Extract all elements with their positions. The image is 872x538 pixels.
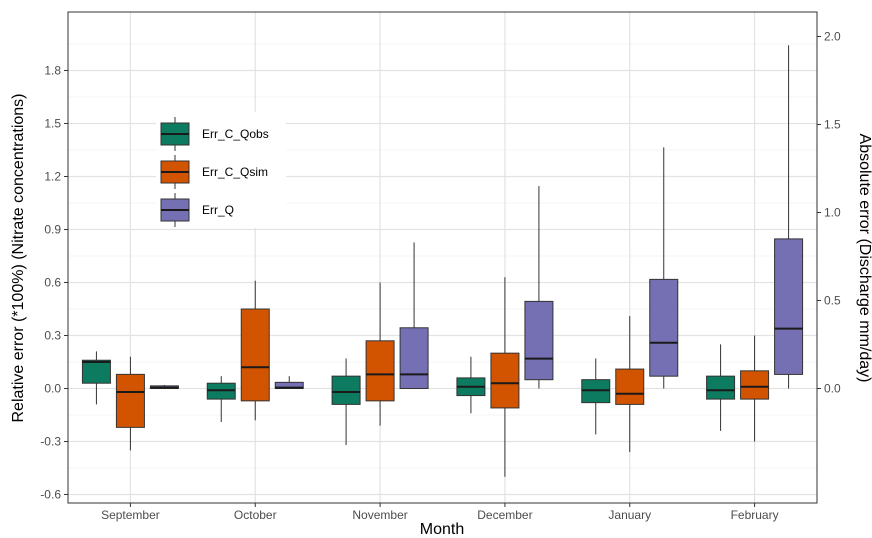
y-left-tick-label: 1.8 <box>44 64 61 78</box>
box-iqr <box>81 359 111 384</box>
box-Err_Q <box>524 186 554 389</box>
box-Err_C_Qsim <box>115 356 145 451</box>
x-tick-label: February <box>731 508 779 522</box>
box-iqr <box>490 352 520 409</box>
y-right-tick-label: 2.0 <box>824 30 841 44</box>
box-iqr <box>365 340 395 402</box>
x-tick-label: November <box>352 508 407 522</box>
y-left-tick-label: -0.6 <box>40 488 61 502</box>
grid-lines <box>68 12 817 503</box>
x-tick-label: December <box>477 508 532 522</box>
box-iqr <box>399 327 429 389</box>
y-left-tick-label: 1.5 <box>44 117 61 131</box>
box-Err_C_Qobs <box>456 356 486 414</box>
box-iqr <box>740 370 770 400</box>
box-Err_C_Qobs <box>581 358 611 435</box>
legend-item-Err_C_Qobs: Err_C_Qobs <box>160 117 269 151</box>
box-Err_C_Qobs <box>81 351 111 405</box>
box-iqr <box>115 373 145 428</box>
box-iqr <box>524 300 554 381</box>
box-Err_C_Qsim <box>365 282 395 426</box>
legend-label: Err_C_Qsim <box>202 165 268 179</box>
y-right-tick-label: 0.0 <box>824 382 841 396</box>
box-iqr <box>774 238 804 375</box>
axes: 1.8 1.5 1.2 0.9 0.6 0.3 0.0 -0.3 -0.6 2.0 1.5 1.0 0.… <box>40 30 841 523</box>
y-axis-title-left: Relative error (*100%) (Nitrate concentr… <box>10 93 27 422</box>
legend-item-Err_C_Qsim: Err_C_Qsim <box>160 155 268 189</box>
y-left-tick-label: 0.9 <box>44 223 61 237</box>
legend: Err_C_Qobs Err_C_Qsim Err_Q <box>156 112 286 228</box>
y-left-tick-label: 0.0 <box>44 382 61 396</box>
y-left-tick-label: -0.3 <box>40 435 61 449</box>
box-Err_C_Qobs <box>331 358 361 446</box>
box-Err_C_Qsim <box>740 335 770 442</box>
box-iqr <box>649 278 679 377</box>
legend-item-Err_Q: Err_Q <box>160 193 234 227</box>
box-Err_C_Qobs <box>206 376 236 423</box>
legend-label: Err_Q <box>202 203 234 217</box>
box-iqr <box>706 375 736 400</box>
legend-label: Err_C_Qobs <box>202 127 269 141</box>
x-tick-label: October <box>234 508 277 522</box>
y-left-tick-label: 0.3 <box>44 329 61 343</box>
box-iqr <box>331 375 361 405</box>
y-left-tick-label: 1.2 <box>44 170 61 184</box>
box-iqr <box>615 368 645 405</box>
box-iqr <box>240 308 270 402</box>
plot-background <box>68 12 817 503</box>
y-axis-title-right: Absolute error (Discharge mm/day) <box>856 134 872 383</box>
box-Err_Q <box>274 376 304 389</box>
y-left-tick-label: 0.6 <box>44 276 61 290</box>
box-plot-series <box>81 45 804 477</box>
box-Err_C_Qsim <box>615 316 645 453</box>
box-Err_Q <box>649 147 679 389</box>
box-Err_Q <box>149 384 179 389</box>
y-right-tick-label: 0.5 <box>824 294 841 308</box>
x-tick-label: September <box>101 508 160 522</box>
plot-panel-border <box>67 11 818 504</box>
x-axis-title: Month <box>420 521 464 538</box>
box-Err_Q <box>399 242 429 389</box>
y-right-tick-label: 1.5 <box>824 118 841 132</box>
box-Err_C_Qsim <box>490 277 520 477</box>
x-tick-label: January <box>608 508 651 522</box>
box-Err_C_Qobs <box>706 344 736 431</box>
y-right-tick-label: 1.0 <box>824 206 841 220</box>
box-Err_Q <box>774 45 804 389</box>
box-Err_C_Qsim <box>240 280 270 421</box>
